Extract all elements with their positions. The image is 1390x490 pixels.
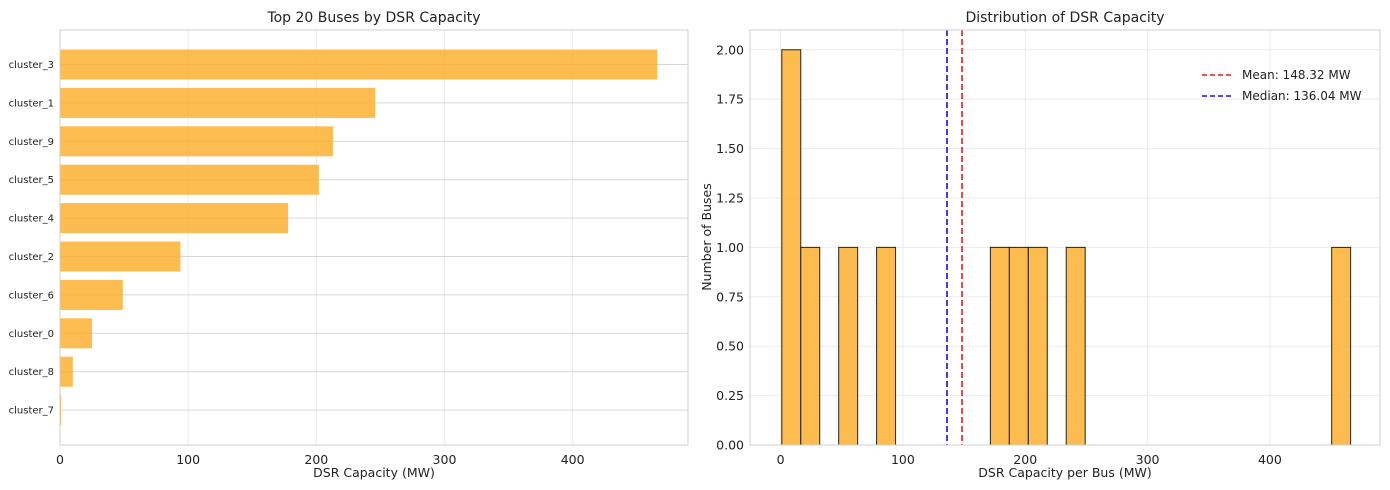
histogram-bin bbox=[1027, 246, 1048, 446]
x-tick-label: 0 bbox=[56, 452, 64, 467]
x-tick-label: 300 bbox=[1136, 452, 1160, 467]
legend: Mean: 148.32 MW Median: 136.04 MW bbox=[1202, 68, 1362, 103]
histogram-bin bbox=[1065, 246, 1086, 446]
y-tick-label: cluster_8 bbox=[9, 367, 54, 378]
histogram-bin bbox=[876, 246, 897, 446]
y-tick-label: cluster_2 bbox=[9, 252, 54, 263]
plot-frame bbox=[749, 29, 1381, 446]
bar-chart-top-buses: Top 20 Buses by DSR Capacity cluster_3cl… bbox=[9, 10, 689, 480]
x-axis-label: DSR Capacity per Bus (MW) bbox=[978, 465, 1151, 480]
bar-cluster_2 bbox=[60, 241, 181, 272]
y-tick-label: 0.75 bbox=[716, 289, 744, 304]
bar-cluster_6 bbox=[60, 279, 123, 310]
y-tick-label: cluster_0 bbox=[9, 329, 54, 340]
x-tick-label: 400 bbox=[1258, 452, 1282, 467]
reference-lines bbox=[946, 30, 963, 445]
plot-frame bbox=[59, 29, 689, 446]
y-tick-label: cluster_3 bbox=[9, 60, 54, 71]
bar-cluster_9 bbox=[60, 126, 333, 157]
x-tick-label: 300 bbox=[433, 452, 457, 467]
bar-cluster_0 bbox=[60, 318, 93, 349]
chart-title: Top 20 Buses by DSR Capacity bbox=[266, 10, 480, 26]
bar-cluster_3 bbox=[60, 49, 658, 80]
x-tick-label: 100 bbox=[891, 452, 915, 467]
y-tick-label: 0.50 bbox=[716, 339, 744, 354]
histogram-bin bbox=[1331, 246, 1352, 446]
y-axis-label: Number of Buses bbox=[699, 183, 714, 290]
bar-cluster_1 bbox=[60, 87, 376, 118]
legend-median-label: Median: 136.04 MW bbox=[1242, 89, 1362, 103]
histogram-dsr-distribution: Distribution of DSR Capacity 0 100 200 300 4… bbox=[699, 10, 1381, 480]
x-tick-label: 100 bbox=[176, 452, 200, 467]
y-tick-label: 1.25 bbox=[716, 190, 744, 205]
y-tick-label: 1.75 bbox=[716, 92, 744, 107]
histogram-bin bbox=[800, 246, 821, 446]
x-tick-label: 200 bbox=[304, 452, 328, 467]
bar-cluster_5 bbox=[60, 164, 319, 195]
y-tick-label: cluster_1 bbox=[9, 98, 54, 109]
histogram-bin bbox=[1008, 246, 1029, 446]
y-tick-label: 0.25 bbox=[716, 388, 744, 403]
histogram-bin bbox=[989, 246, 1010, 446]
y-tick-label: cluster_6 bbox=[9, 290, 54, 301]
y-tick-labels: 0.00 0.25 0.50 0.75 1.00 1.25 1.50 1.75 2.00 bbox=[716, 42, 744, 452]
y-tick-label: cluster_9 bbox=[9, 137, 54, 148]
x-tick-label: 400 bbox=[561, 452, 585, 467]
bars bbox=[60, 49, 658, 426]
bar-cluster_7 bbox=[60, 395, 62, 426]
legend-mean-label: Mean: 148.32 MW bbox=[1242, 68, 1351, 82]
histogram-bin bbox=[838, 246, 859, 446]
bar-cluster_8 bbox=[60, 356, 73, 387]
x-tick-label: 200 bbox=[1013, 452, 1037, 467]
bar-cluster_4 bbox=[60, 203, 289, 234]
y-tick-label: cluster_5 bbox=[9, 175, 54, 186]
y-tick-labels: cluster_3 cluster_1 cluster_9 cluster_5clus… bbox=[9, 60, 54, 417]
y-tick-label: cluster_7 bbox=[9, 406, 54, 417]
x-axis-label: DSR Capacity (MW) bbox=[313, 465, 435, 480]
y-tick-label: 2.00 bbox=[716, 42, 744, 57]
y-tick-label: 0.00 bbox=[716, 438, 744, 453]
y-tick-label: 1.00 bbox=[716, 240, 744, 255]
histogram-bin bbox=[781, 49, 802, 446]
x-tick-labels: 0 100 200 300 400 bbox=[56, 452, 585, 467]
y-tick-label: 1.50 bbox=[716, 141, 744, 156]
x-tick-labels: 0 100 200 300 400 bbox=[777, 452, 1282, 467]
y-tick-label: cluster_4 bbox=[9, 214, 54, 225]
gridlines bbox=[750, 30, 1380, 446]
x-tick-label: 0 bbox=[777, 452, 785, 467]
chart-title: Distribution of DSR Capacity bbox=[965, 10, 1164, 26]
